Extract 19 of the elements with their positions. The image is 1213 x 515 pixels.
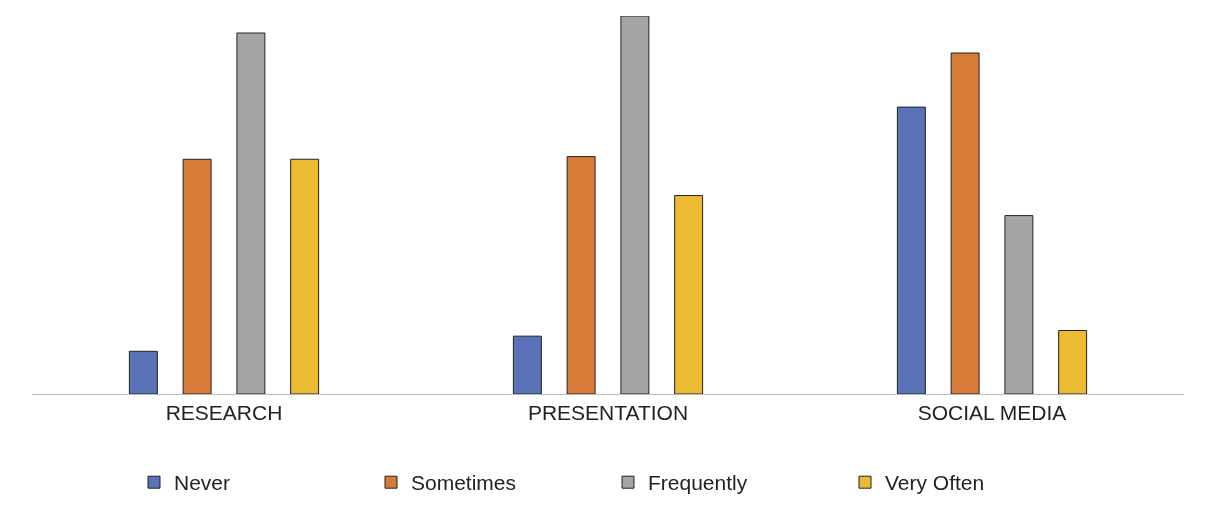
legend-label: Frequently [648,471,748,495]
bar [950,52,980,394]
bar [290,158,320,394]
x-tick-label: RESEARCH [165,401,283,425]
bar [1058,330,1088,394]
bar [182,158,212,394]
bar [674,195,704,394]
bar [128,350,158,394]
bar [236,32,266,394]
bar [896,106,926,394]
bar [1004,215,1034,394]
bar [566,156,596,394]
bar [512,335,542,394]
x-tick-label: PRESENTATION [527,401,689,425]
legend-label: Very Often [885,471,985,495]
legend-label: Sometimes [411,471,517,495]
legend-label: Never [174,471,231,495]
bar [620,16,650,394]
x-tick-label: SOCIAL MEDIA [917,401,1067,425]
